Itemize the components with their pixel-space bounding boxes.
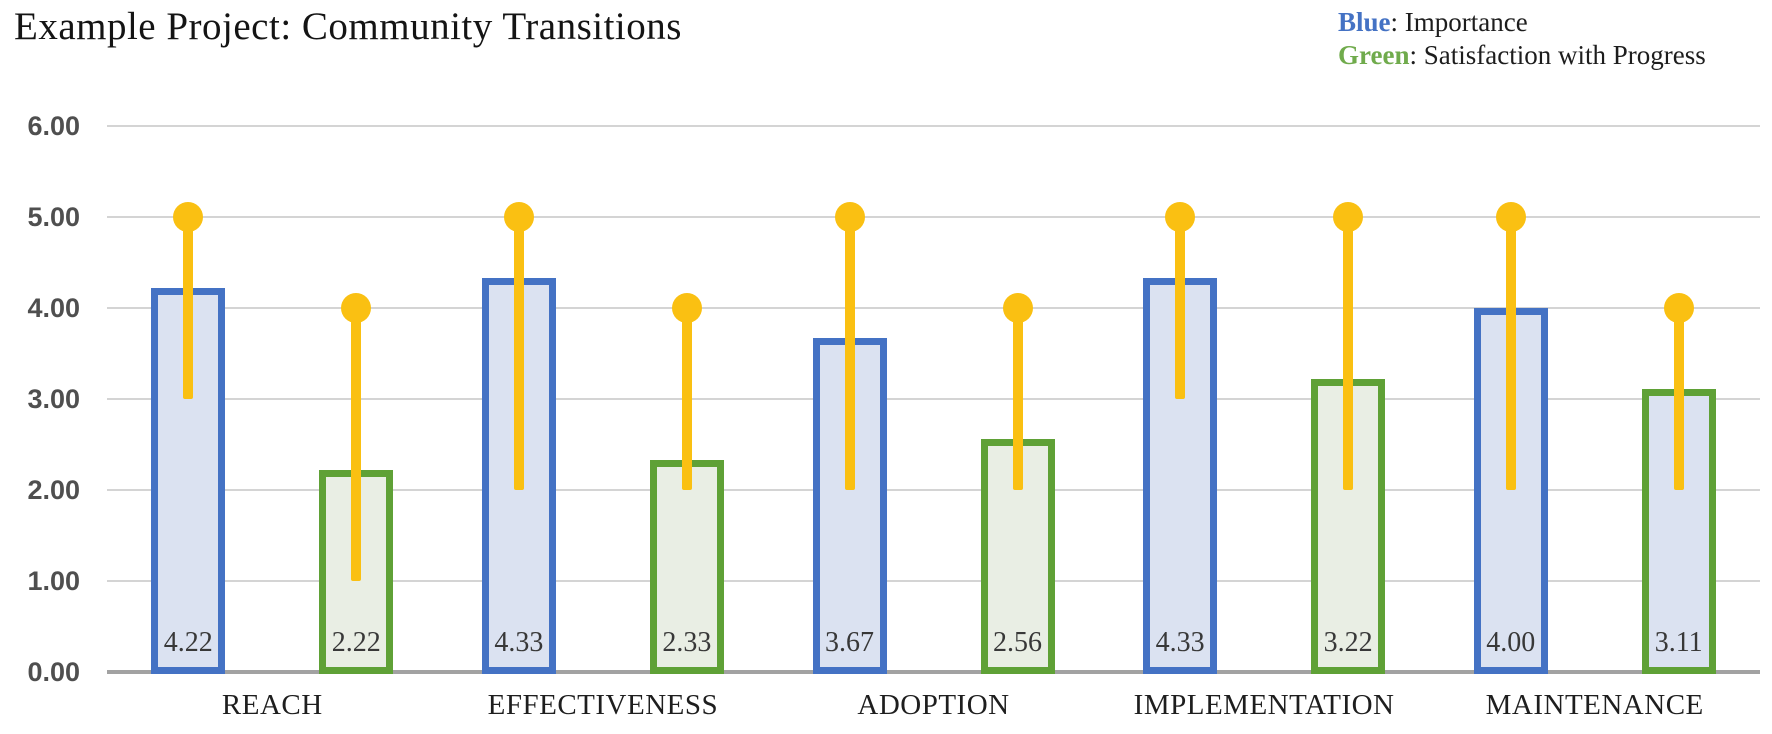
bar-value-label-satisfaction-adoption: 2.56: [993, 626, 1042, 658]
x-axis-label-reach: REACH: [221, 689, 323, 721]
error-bar-importance-implementation: [1175, 217, 1186, 399]
y-tick-label-6.00: 6.00: [27, 111, 80, 141]
chart-title: Example Project: Community Transitions: [14, 5, 682, 48]
bar-satisfaction-effectiveness: 2.33: [649, 459, 724, 674]
error-bar-satisfaction-adoption: [1012, 308, 1023, 490]
legend: Blue: Importance Green: Satisfaction wit…: [1338, 6, 1706, 72]
error-bar-dot-satisfaction-implementation: [1333, 202, 1364, 232]
gridline-5.00: [107, 216, 1760, 218]
x-axis-label-implementation: IMPLEMENTATION: [1133, 689, 1395, 721]
bar-value-label-importance-reach: 4.22: [163, 626, 213, 658]
error-bar-satisfaction-reach: [351, 308, 362, 581]
bar-value-label-importance-implementation: 4.33: [1155, 626, 1205, 658]
y-tick-label-1.00: 1.00: [27, 566, 80, 596]
y-tick-label-0.00: 0.00: [27, 657, 80, 687]
y-tick-label-2.00: 2.00: [27, 475, 80, 505]
legend-separator: :: [1390, 7, 1405, 37]
error-bar-dot-importance-maintenance: [1495, 202, 1526, 232]
x-axis-line: [107, 670, 1760, 674]
x-axis-label-adoption: ADOPTION: [857, 689, 1010, 721]
gridline-3.00: [107, 398, 1760, 400]
bar-value-label-importance-adoption: 3.67: [825, 626, 874, 658]
legend-text-satisfaction: Satisfaction with Progress: [1423, 40, 1706, 70]
gridline-4.00: [107, 307, 1760, 309]
error-bar-dot-satisfaction-maintenance: [1663, 293, 1694, 323]
y-tick-label-5.00: 5.00: [27, 202, 80, 232]
error-bar-dot-satisfaction-adoption: [1002, 293, 1033, 323]
legend-item-satisfaction: Green: Satisfaction with Progress: [1338, 39, 1706, 72]
error-bar-importance-effectiveness: [513, 217, 524, 490]
error-bar-importance-adoption: [844, 217, 855, 490]
error-bar-importance-maintenance: [1505, 217, 1516, 490]
error-bar-importance-reach: [183, 217, 194, 399]
bar-value-label-satisfaction-maintenance: 3.11: [1654, 626, 1703, 658]
error-bar-satisfaction-effectiveness: [681, 308, 692, 490]
error-bar-satisfaction-maintenance: [1673, 308, 1684, 490]
y-tick-label-4.00: 4.00: [27, 293, 80, 323]
gridline-1.00: [107, 580, 1760, 582]
error-bar-dot-importance-effectiveness: [503, 202, 534, 232]
bar-value-label-satisfaction-effectiveness: 2.33: [662, 626, 712, 658]
legend-color-word-blue: Blue: [1338, 7, 1391, 37]
bar-value-label-satisfaction-reach: 2.22: [331, 626, 381, 658]
legend-text-importance: Importance: [1404, 7, 1528, 37]
legend-separator: :: [1409, 40, 1424, 70]
bar-value-label-importance-effectiveness: 4.33: [494, 626, 544, 658]
error-bar-dot-importance-implementation: [1165, 202, 1196, 232]
bar-satisfaction-maintenance: 3.11: [1641, 388, 1716, 674]
bar-value-label-importance-maintenance: 4.00: [1486, 627, 1536, 658]
gridline-2.00: [107, 489, 1760, 491]
bar-value-label-satisfaction-implementation: 3.22: [1323, 626, 1373, 658]
legend-item-importance: Blue: Importance: [1338, 6, 1706, 39]
error-bar-dot-importance-adoption: [834, 202, 865, 232]
gridline-6.00: [107, 125, 1760, 127]
x-axis-label-maintenance: MAINTENANCE: [1485, 689, 1704, 721]
error-bar-dot-importance-reach: [173, 202, 204, 232]
legend-color-word-green: Green: [1338, 40, 1410, 70]
error-bar-satisfaction-implementation: [1343, 217, 1354, 490]
x-axis-label-effectiveness: EFFECTIVENESS: [487, 689, 719, 721]
y-tick-label-3.00: 3.00: [27, 384, 80, 414]
error-bar-dot-satisfaction-reach: [341, 293, 372, 323]
error-bar-dot-satisfaction-effectiveness: [671, 293, 702, 323]
